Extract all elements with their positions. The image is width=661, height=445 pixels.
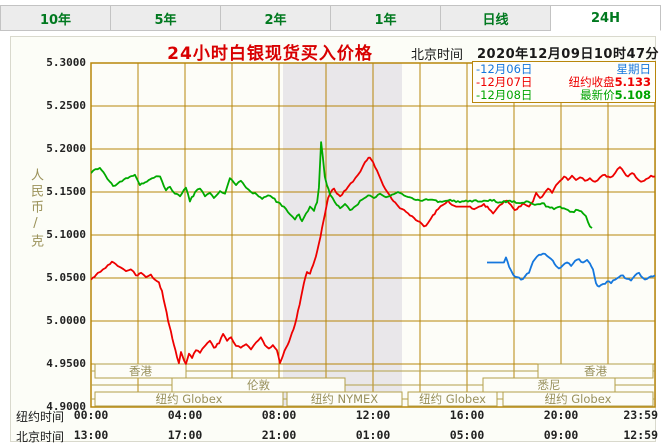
x-tick-bj: 17:00 — [167, 428, 203, 442]
legend-desc: 纽约收盘5.133 — [568, 75, 651, 89]
y-tick: 5.2500 — [46, 99, 86, 112]
session-label: 悉尼 — [538, 378, 561, 392]
x-tick-bj: 13:00 — [73, 428, 109, 442]
x-tick-ny: 00:00 — [73, 408, 109, 422]
price-line-12月08日 — [91, 141, 593, 229]
x-tick-ny: 16:00 — [449, 408, 485, 422]
y-axis-title: 人民币/克 — [28, 168, 43, 250]
y-tick: 5.0500 — [46, 271, 86, 284]
ny-time-row-label: 纽约时间 — [16, 410, 65, 424]
x-tick-ny: 04:00 — [167, 408, 203, 422]
session-label: 纽约 NYMEX — [311, 392, 378, 406]
y-tick: 4.9500 — [46, 357, 86, 370]
x-tick-ny: 08:00 — [261, 408, 297, 422]
plot-border — [90, 62, 656, 408]
beijing-time-value: 2020年12月09日10时47分 — [477, 47, 660, 62]
chart-title: 24小时白银现货买入价格 — [167, 44, 373, 64]
session-label: 香港 — [584, 364, 607, 378]
session-label: 纽约 Globex — [545, 392, 612, 406]
session-box — [407, 391, 498, 407]
session-label: 纽约 Globex — [419, 392, 486, 406]
session-label: 香港 — [129, 364, 152, 378]
x-tick-ny: 12:00 — [355, 408, 391, 422]
legend-date: -12月06日 — [476, 62, 533, 76]
x-tick-bj: 01:00 — [355, 428, 391, 442]
y-tick: 5.0000 — [46, 314, 86, 327]
legend-row-dec07: -12月07日 纽约收盘5.133 — [476, 76, 651, 89]
tab-2y[interactable]: 2年 — [221, 6, 331, 31]
tab-5y[interactable]: 5年 — [111, 6, 221, 31]
session-label: 纽约 Globex — [156, 392, 223, 406]
y-tick: 5.1500 — [46, 185, 86, 198]
legend-desc: 星期日 — [616, 62, 652, 76]
beijing-time-label: 北京时间 — [411, 48, 464, 63]
session-box — [94, 363, 187, 379]
tab-1y[interactable]: 1年 — [331, 6, 441, 31]
legend-row-dec06: -12月06日 星期日 — [476, 63, 651, 76]
price-line-12月07日 — [91, 156, 655, 365]
legend-date: -12月08日 — [476, 88, 533, 102]
session-box — [94, 391, 284, 407]
price-line-12月06日 — [487, 252, 655, 288]
x-tick-bj: 21:00 — [261, 428, 297, 442]
x-tick-bj: 05:00 — [449, 428, 485, 442]
bj-time-row-label: 北京时间 — [16, 430, 65, 444]
legend-desc: 最新价5.108 — [580, 88, 651, 102]
session-box — [502, 391, 654, 407]
x-tick-bj: 12:59 — [623, 428, 658, 442]
x-tick-ny: 23:59 — [623, 408, 658, 422]
session-label: 伦敦 — [247, 378, 270, 392]
y-tick: 5.2000 — [46, 142, 86, 155]
legend-box: -12月06日 星期日 -12月07日 纽约收盘5.133 -12月08日 最新… — [472, 61, 656, 103]
y-tick: 5.1000 — [46, 228, 86, 241]
x-tick-bj: 09:00 — [543, 428, 579, 442]
tab-10y[interactable]: 10年 — [1, 6, 111, 31]
tab-daily[interactable]: 日线 — [441, 6, 551, 31]
session-box — [286, 391, 403, 407]
y-tick: 5.3000 — [46, 56, 86, 69]
period-tab-bar: 10年 5年 2年 1年 日线 24H — [0, 5, 661, 31]
legend-row-dec08: -12月08日 最新价5.108 — [476, 89, 651, 102]
legend-date: -12月07日 — [476, 75, 533, 89]
y-tick: 4.9000 — [46, 400, 86, 413]
x-tick-ny: 20:00 — [543, 408, 579, 422]
